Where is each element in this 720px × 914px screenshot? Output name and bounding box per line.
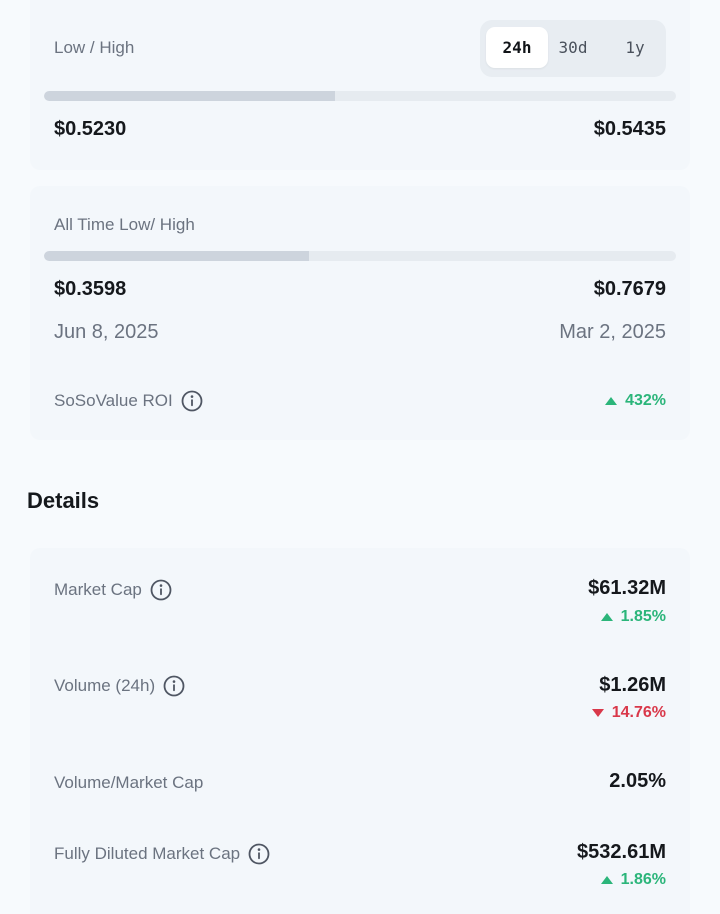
fdv-label-row: Fully Diluted Market Cap — [54, 843, 270, 865]
ath-high-date: Mar 2, 2025 — [559, 321, 666, 343]
triangle-down-icon — [591, 709, 604, 717]
all-time-range-card: All Time Low/ High $0.3598 $0.7679 Jun 8… — [30, 186, 690, 440]
market-cap-label-row: Market Cap — [54, 579, 172, 601]
market-cap-value: $61.32M — [588, 577, 666, 599]
ath-progress-bar — [44, 251, 676, 261]
ath-progress-fill — [44, 251, 310, 261]
volume-change-value: 14.76% — [611, 704, 666, 721]
market-cap-label: Market Cap — [54, 580, 142, 599]
info-icon[interactable] — [181, 390, 203, 412]
ath-low-date: Jun 8, 2025 — [54, 321, 159, 343]
price-range-card: Low / High 24h 30d 1y $0.5230 $0.5435 — [30, 0, 690, 170]
volume-market-cap-label-row: Volume/Market Cap — [54, 773, 203, 793]
roi-value: 432% — [625, 392, 666, 409]
info-icon[interactable] — [248, 843, 270, 865]
volume-change: 14.76% — [591, 704, 666, 722]
volume-label: Volume (24h) — [54, 676, 156, 695]
range-progress-fill — [44, 91, 335, 101]
range-progress-bar — [44, 91, 676, 101]
period-1y-button[interactable]: 1y — [604, 27, 666, 68]
triangle-up-icon — [605, 397, 618, 405]
ath-low-value: $0.3598 — [54, 278, 127, 300]
details-card: Market Cap $61.32M 1.85% Volume (24h) — [30, 548, 690, 914]
triangle-up-icon — [600, 876, 613, 884]
fdv-change-value: 1.86% — [620, 871, 666, 888]
range-high-value: $0.5435 — [593, 118, 666, 140]
fdv-label: Fully Diluted Market Cap — [54, 844, 241, 863]
period-switch: 24h 30d 1y — [480, 20, 666, 77]
volume-label-row: Volume (24h) — [54, 675, 185, 697]
roi-label-row: SoSoValue ROI — [54, 390, 203, 412]
range-label: Low / High — [54, 38, 135, 57]
volume-market-cap-value: 2.05% — [609, 770, 666, 792]
range-low-value: $0.5230 — [54, 118, 127, 140]
period-24h-button[interactable]: 24h — [486, 27, 548, 68]
volume-value: $1.26M — [599, 674, 666, 696]
info-icon[interactable] — [150, 579, 172, 601]
market-cap-change-value: 1.85% — [620, 608, 666, 625]
ath-high-value: $0.7679 — [593, 278, 666, 300]
roi-change: 432% — [605, 392, 666, 410]
market-cap-change: 1.85% — [600, 608, 666, 626]
roi-label: SoSoValue ROI — [54, 391, 173, 410]
details-title: Details — [27, 488, 100, 513]
fdv-value: $532.61M — [577, 841, 666, 863]
fdv-change: 1.86% — [600, 871, 666, 889]
volume-market-cap-label: Volume/Market Cap — [54, 773, 204, 792]
triangle-up-icon — [600, 613, 613, 621]
info-icon[interactable] — [163, 675, 185, 697]
period-30d-button[interactable]: 30d — [542, 27, 604, 68]
ath-label: All Time Low/ High — [54, 215, 195, 234]
